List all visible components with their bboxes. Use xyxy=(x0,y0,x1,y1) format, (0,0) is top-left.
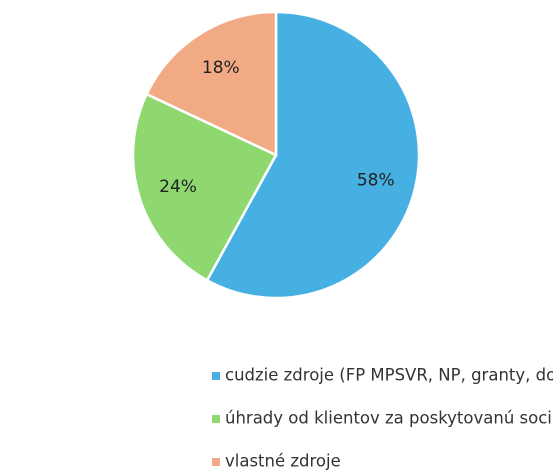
legend-swatch xyxy=(212,415,220,423)
pie-slice xyxy=(205,10,421,300)
legend-label: vlastné zdroje xyxy=(225,452,341,471)
legend-swatch xyxy=(212,458,220,466)
data-label: 24% xyxy=(159,177,197,197)
legend-label: cudzie zdroje (FP MPSVR, NP, granty, dot… xyxy=(225,366,553,385)
legend-label: úhrady od klientov za poskytovanú sociál… xyxy=(225,409,553,428)
data-label: 58% xyxy=(357,171,395,191)
pie-slice xyxy=(131,92,278,283)
data-label: 18% xyxy=(202,58,240,78)
legend-swatch xyxy=(212,372,220,380)
pie-slice xyxy=(144,10,278,157)
